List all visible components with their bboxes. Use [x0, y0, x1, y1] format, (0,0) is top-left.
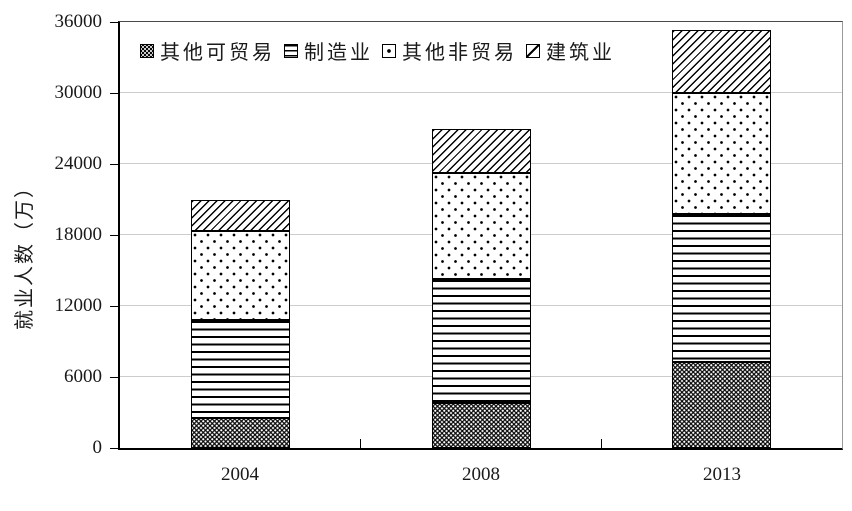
y-tick-label: 6000 — [64, 366, 102, 387]
gridline-30000 — [120, 92, 842, 94]
bar-segment-2004-建筑业 — [190, 199, 290, 232]
x-tick — [601, 439, 602, 448]
legend-label: 建筑业 — [546, 42, 615, 64]
y-tick-label: 24000 — [54, 153, 103, 174]
y-tick — [110, 22, 119, 23]
legend-label: 制造业 — [304, 42, 373, 64]
legend-label: 其他可贸易 — [160, 42, 275, 64]
diagonal-hatch-swatch-icon — [526, 43, 540, 58]
y-tick-label: 30000 — [54, 82, 103, 103]
bar-segment-2013-建筑业 — [672, 30, 772, 93]
legend-label: 其他非贸易 — [402, 42, 517, 64]
legend-item-other-nontradable: 其他非贸易 — [382, 36, 517, 65]
bar-segment-2013-制造业 — [672, 213, 772, 362]
bar-segment-2004-制造业 — [190, 320, 290, 419]
y-tick — [110, 164, 119, 165]
legend-item-other-tradable: 其他可贸易 — [140, 36, 275, 65]
bar-segment-2008-建筑业 — [431, 128, 531, 174]
y-tick — [110, 306, 119, 307]
legend: 其他可贸易 制造业 其他非贸易 建筑业 — [140, 36, 624, 65]
y-tick-label: 36000 — [54, 11, 103, 32]
bar-segment-2004-其他可贸易 — [190, 418, 290, 448]
x-tick-label: 2008 — [462, 464, 500, 485]
bar-segment-2004-其他非贸易 — [190, 231, 290, 321]
horizontal-lines-swatch-icon — [284, 43, 298, 58]
legend-item-construction: 建筑业 — [526, 36, 615, 65]
bar-segment-2008-其他非贸易 — [431, 173, 531, 279]
x-tick-label: 2004 — [221, 464, 259, 485]
bar-segment-2013-其他非贸易 — [672, 93, 772, 214]
y-tick-label: 12000 — [54, 295, 103, 316]
y-tick — [110, 235, 119, 236]
bar-segment-2013-其他可贸易 — [672, 361, 772, 448]
sparse-dots-swatch-icon — [382, 43, 396, 58]
y-tick-label: 18000 — [54, 224, 103, 245]
dense-dots-swatch-icon — [140, 43, 154, 58]
y-tick-label: 0 — [92, 437, 103, 458]
bar-segment-2008-其他可贸易 — [431, 403, 531, 448]
x-tick — [360, 439, 361, 448]
y-tick — [110, 377, 119, 378]
plot-area: 其他可贸易 制造业 其他非贸易 建筑业 — [118, 21, 843, 450]
bar-segment-2008-制造业 — [431, 278, 531, 404]
y-axis-title: 就业人数（万） — [14, 176, 36, 330]
y-tick — [110, 93, 119, 94]
y-tick — [110, 448, 119, 449]
x-tick-label: 2013 — [703, 464, 741, 485]
legend-item-manufacturing: 制造业 — [284, 36, 373, 65]
